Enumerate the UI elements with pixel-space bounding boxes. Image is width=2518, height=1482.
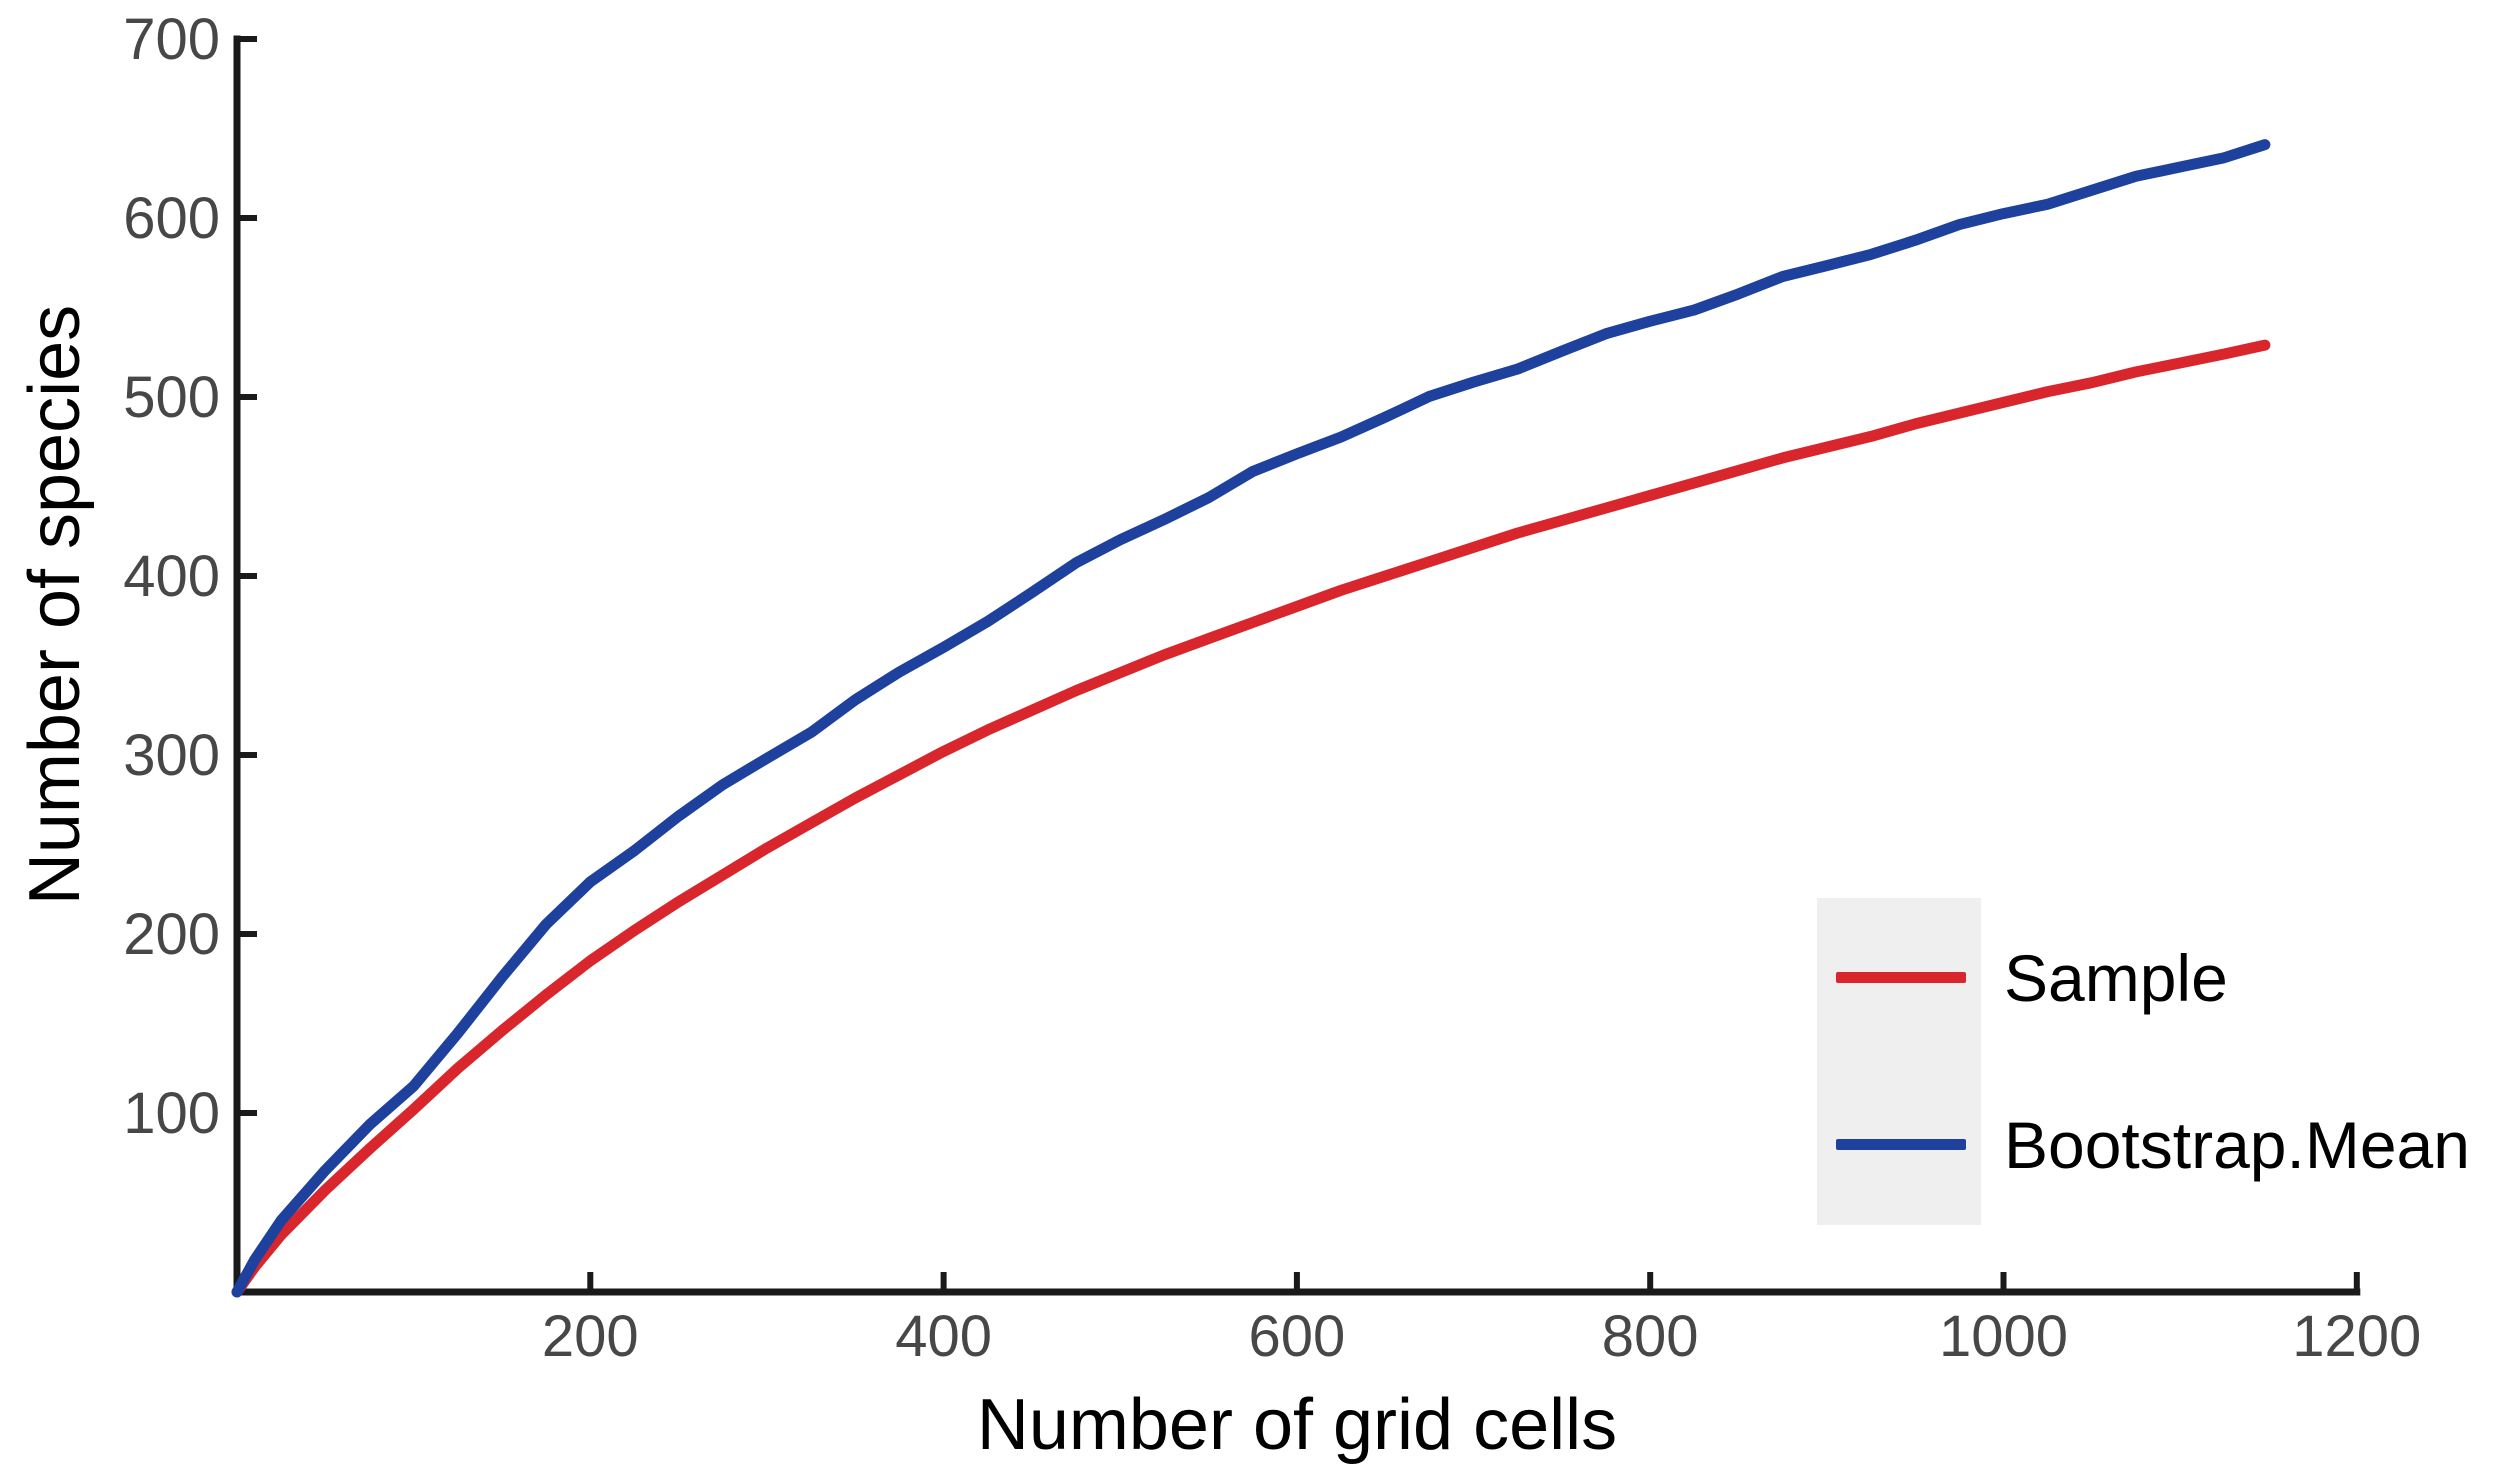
legend-swatch-bootstrap: [1836, 1139, 1966, 1150]
y-tick-label: 500: [123, 365, 220, 430]
y-tick-label: 200: [123, 902, 220, 967]
data-curves: [231, 139, 2271, 1298]
x-tick-label: 1200: [2292, 1304, 2421, 1369]
legend-label-bootstrap: Bootstrap.Mean: [2004, 1108, 2470, 1182]
axis-ticks: [237, 36, 2360, 1292]
legend-label-sample: Sample: [2004, 941, 2228, 1015]
x-tick-label: 600: [1249, 1304, 1346, 1369]
x-tick-label: 400: [895, 1304, 992, 1369]
y-tick-label: 300: [123, 723, 220, 788]
tick-labels: 200 400 600 800 1000 1200 100 200 300 400 500 600 70…: [123, 7, 2421, 1369]
legend-swatch-sample: [1836, 972, 1966, 983]
curve-sample: [231, 339, 2271, 1298]
x-tick-label: 1000: [1939, 1304, 2068, 1369]
x-tick-label: 200: [542, 1304, 639, 1369]
x-tick-label: 800: [1602, 1304, 1699, 1369]
x-axis-title: Number of grid cells: [976, 1385, 1618, 1465]
y-tick-label: 600: [123, 186, 220, 251]
y-tick-label: 100: [123, 1081, 220, 1146]
legend-key-background: [1817, 898, 1981, 1225]
y-tick-label: 400: [123, 544, 220, 609]
y-tick-label: 700: [123, 7, 220, 72]
y-axis-title: Number of species: [15, 304, 95, 906]
curve-bootstrap-mean: [231, 139, 2271, 1298]
